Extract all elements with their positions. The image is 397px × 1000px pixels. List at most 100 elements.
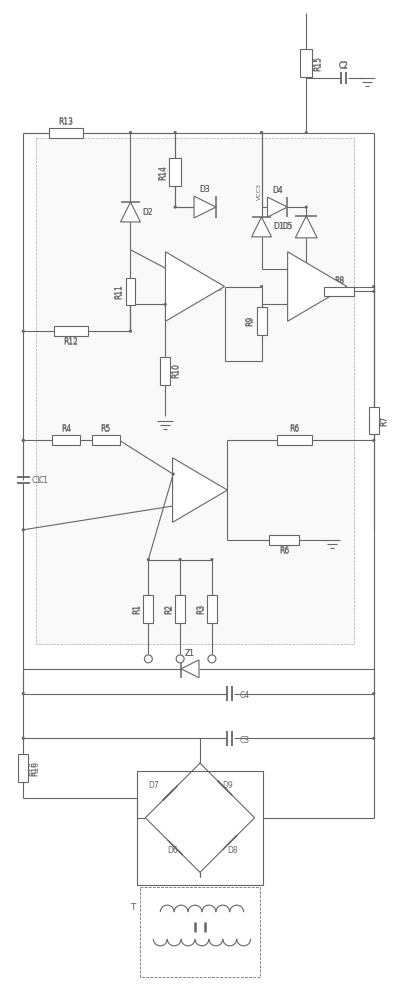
- Text: R16: R16: [29, 761, 38, 776]
- Circle shape: [373, 440, 375, 441]
- Text: D8: D8: [227, 846, 237, 855]
- Polygon shape: [181, 660, 199, 678]
- Circle shape: [129, 330, 131, 332]
- Text: R12: R12: [64, 338, 78, 347]
- Bar: [369, 407, 379, 434]
- Text: C3: C3: [240, 736, 250, 745]
- Text: 10: 10: [174, 503, 182, 508]
- Text: R9: R9: [246, 316, 254, 326]
- Bar: [141, 887, 260, 977]
- Polygon shape: [194, 196, 216, 218]
- Text: R13: R13: [58, 117, 73, 126]
- Text: R10: R10: [171, 363, 180, 378]
- Polygon shape: [163, 786, 177, 800]
- Bar: [256, 307, 266, 335]
- Text: 8: 8: [168, 301, 172, 306]
- Polygon shape: [268, 197, 287, 217]
- Circle shape: [147, 559, 149, 560]
- Polygon shape: [173, 458, 227, 522]
- Text: R1: R1: [133, 604, 143, 614]
- Circle shape: [145, 655, 152, 663]
- Text: 10: 10: [338, 287, 346, 292]
- Bar: [160, 357, 170, 385]
- Text: R8: R8: [334, 277, 344, 286]
- Text: R15: R15: [313, 56, 322, 71]
- Text: C2: C2: [339, 62, 349, 71]
- Text: R5: R5: [100, 425, 111, 434]
- Text: R6: R6: [279, 546, 289, 555]
- Circle shape: [211, 559, 213, 560]
- Text: D5: D5: [283, 222, 293, 231]
- Circle shape: [305, 206, 307, 208]
- Text: U2: U2: [194, 290, 206, 299]
- Text: D9: D9: [222, 781, 233, 790]
- Text: 9: 9: [176, 472, 180, 477]
- Polygon shape: [218, 781, 232, 795]
- Circle shape: [208, 655, 216, 663]
- Bar: [207, 595, 217, 623]
- Circle shape: [22, 693, 24, 695]
- Circle shape: [129, 132, 131, 133]
- Circle shape: [172, 473, 174, 475]
- Circle shape: [164, 304, 166, 305]
- Text: U3: U3: [316, 290, 328, 299]
- Text: Z1: Z1: [185, 649, 195, 658]
- Text: D2: D2: [143, 208, 153, 217]
- Text: R10: R10: [172, 363, 181, 378]
- Text: C4: C4: [240, 691, 250, 700]
- Text: D6: D6: [167, 846, 178, 855]
- Circle shape: [261, 286, 262, 287]
- Circle shape: [261, 132, 262, 133]
- Circle shape: [22, 440, 24, 441]
- Bar: [143, 595, 153, 623]
- Polygon shape: [166, 252, 225, 321]
- Circle shape: [261, 132, 262, 133]
- Text: R15: R15: [314, 56, 323, 71]
- Text: D2: D2: [143, 208, 153, 217]
- Text: R6: R6: [279, 547, 289, 556]
- Bar: [48, 128, 83, 138]
- Text: Z1: Z1: [185, 649, 195, 658]
- Text: R5: R5: [100, 424, 111, 433]
- Text: T: T: [130, 903, 135, 912]
- Circle shape: [179, 559, 181, 560]
- Text: R3: R3: [196, 604, 205, 614]
- Circle shape: [22, 529, 24, 531]
- Text: R4: R4: [61, 425, 71, 434]
- Text: D7: D7: [148, 781, 159, 790]
- Text: R11: R11: [114, 284, 123, 299]
- Circle shape: [373, 291, 375, 292]
- Text: C1: C1: [32, 476, 42, 485]
- Bar: [169, 158, 181, 186]
- Text: R7: R7: [380, 415, 389, 426]
- Text: 9: 9: [168, 267, 172, 272]
- Text: R9: R9: [247, 316, 256, 326]
- Bar: [324, 287, 354, 296]
- Circle shape: [22, 737, 24, 739]
- Circle shape: [22, 330, 24, 332]
- Text: R2: R2: [165, 604, 174, 614]
- FancyBboxPatch shape: [36, 138, 354, 644]
- Text: R11: R11: [116, 284, 125, 299]
- Bar: [125, 278, 135, 305]
- Bar: [54, 326, 88, 336]
- Circle shape: [22, 440, 24, 441]
- Circle shape: [373, 286, 375, 287]
- Polygon shape: [168, 840, 183, 855]
- Text: D1: D1: [274, 222, 284, 231]
- Bar: [300, 49, 312, 77]
- Text: R6: R6: [289, 424, 299, 433]
- Text: R1: R1: [133, 604, 141, 614]
- Bar: [18, 754, 28, 782]
- Polygon shape: [295, 216, 317, 238]
- Text: D3: D3: [200, 185, 210, 194]
- Text: R3: R3: [197, 604, 206, 614]
- Text: R7: R7: [381, 415, 390, 426]
- Text: R6: R6: [289, 425, 299, 434]
- Circle shape: [174, 206, 176, 208]
- Text: R4: R4: [61, 424, 71, 433]
- Text: 8: 8: [218, 287, 222, 292]
- Text: D4: D4: [272, 186, 283, 195]
- Polygon shape: [121, 202, 141, 222]
- Text: R8: R8: [334, 276, 344, 285]
